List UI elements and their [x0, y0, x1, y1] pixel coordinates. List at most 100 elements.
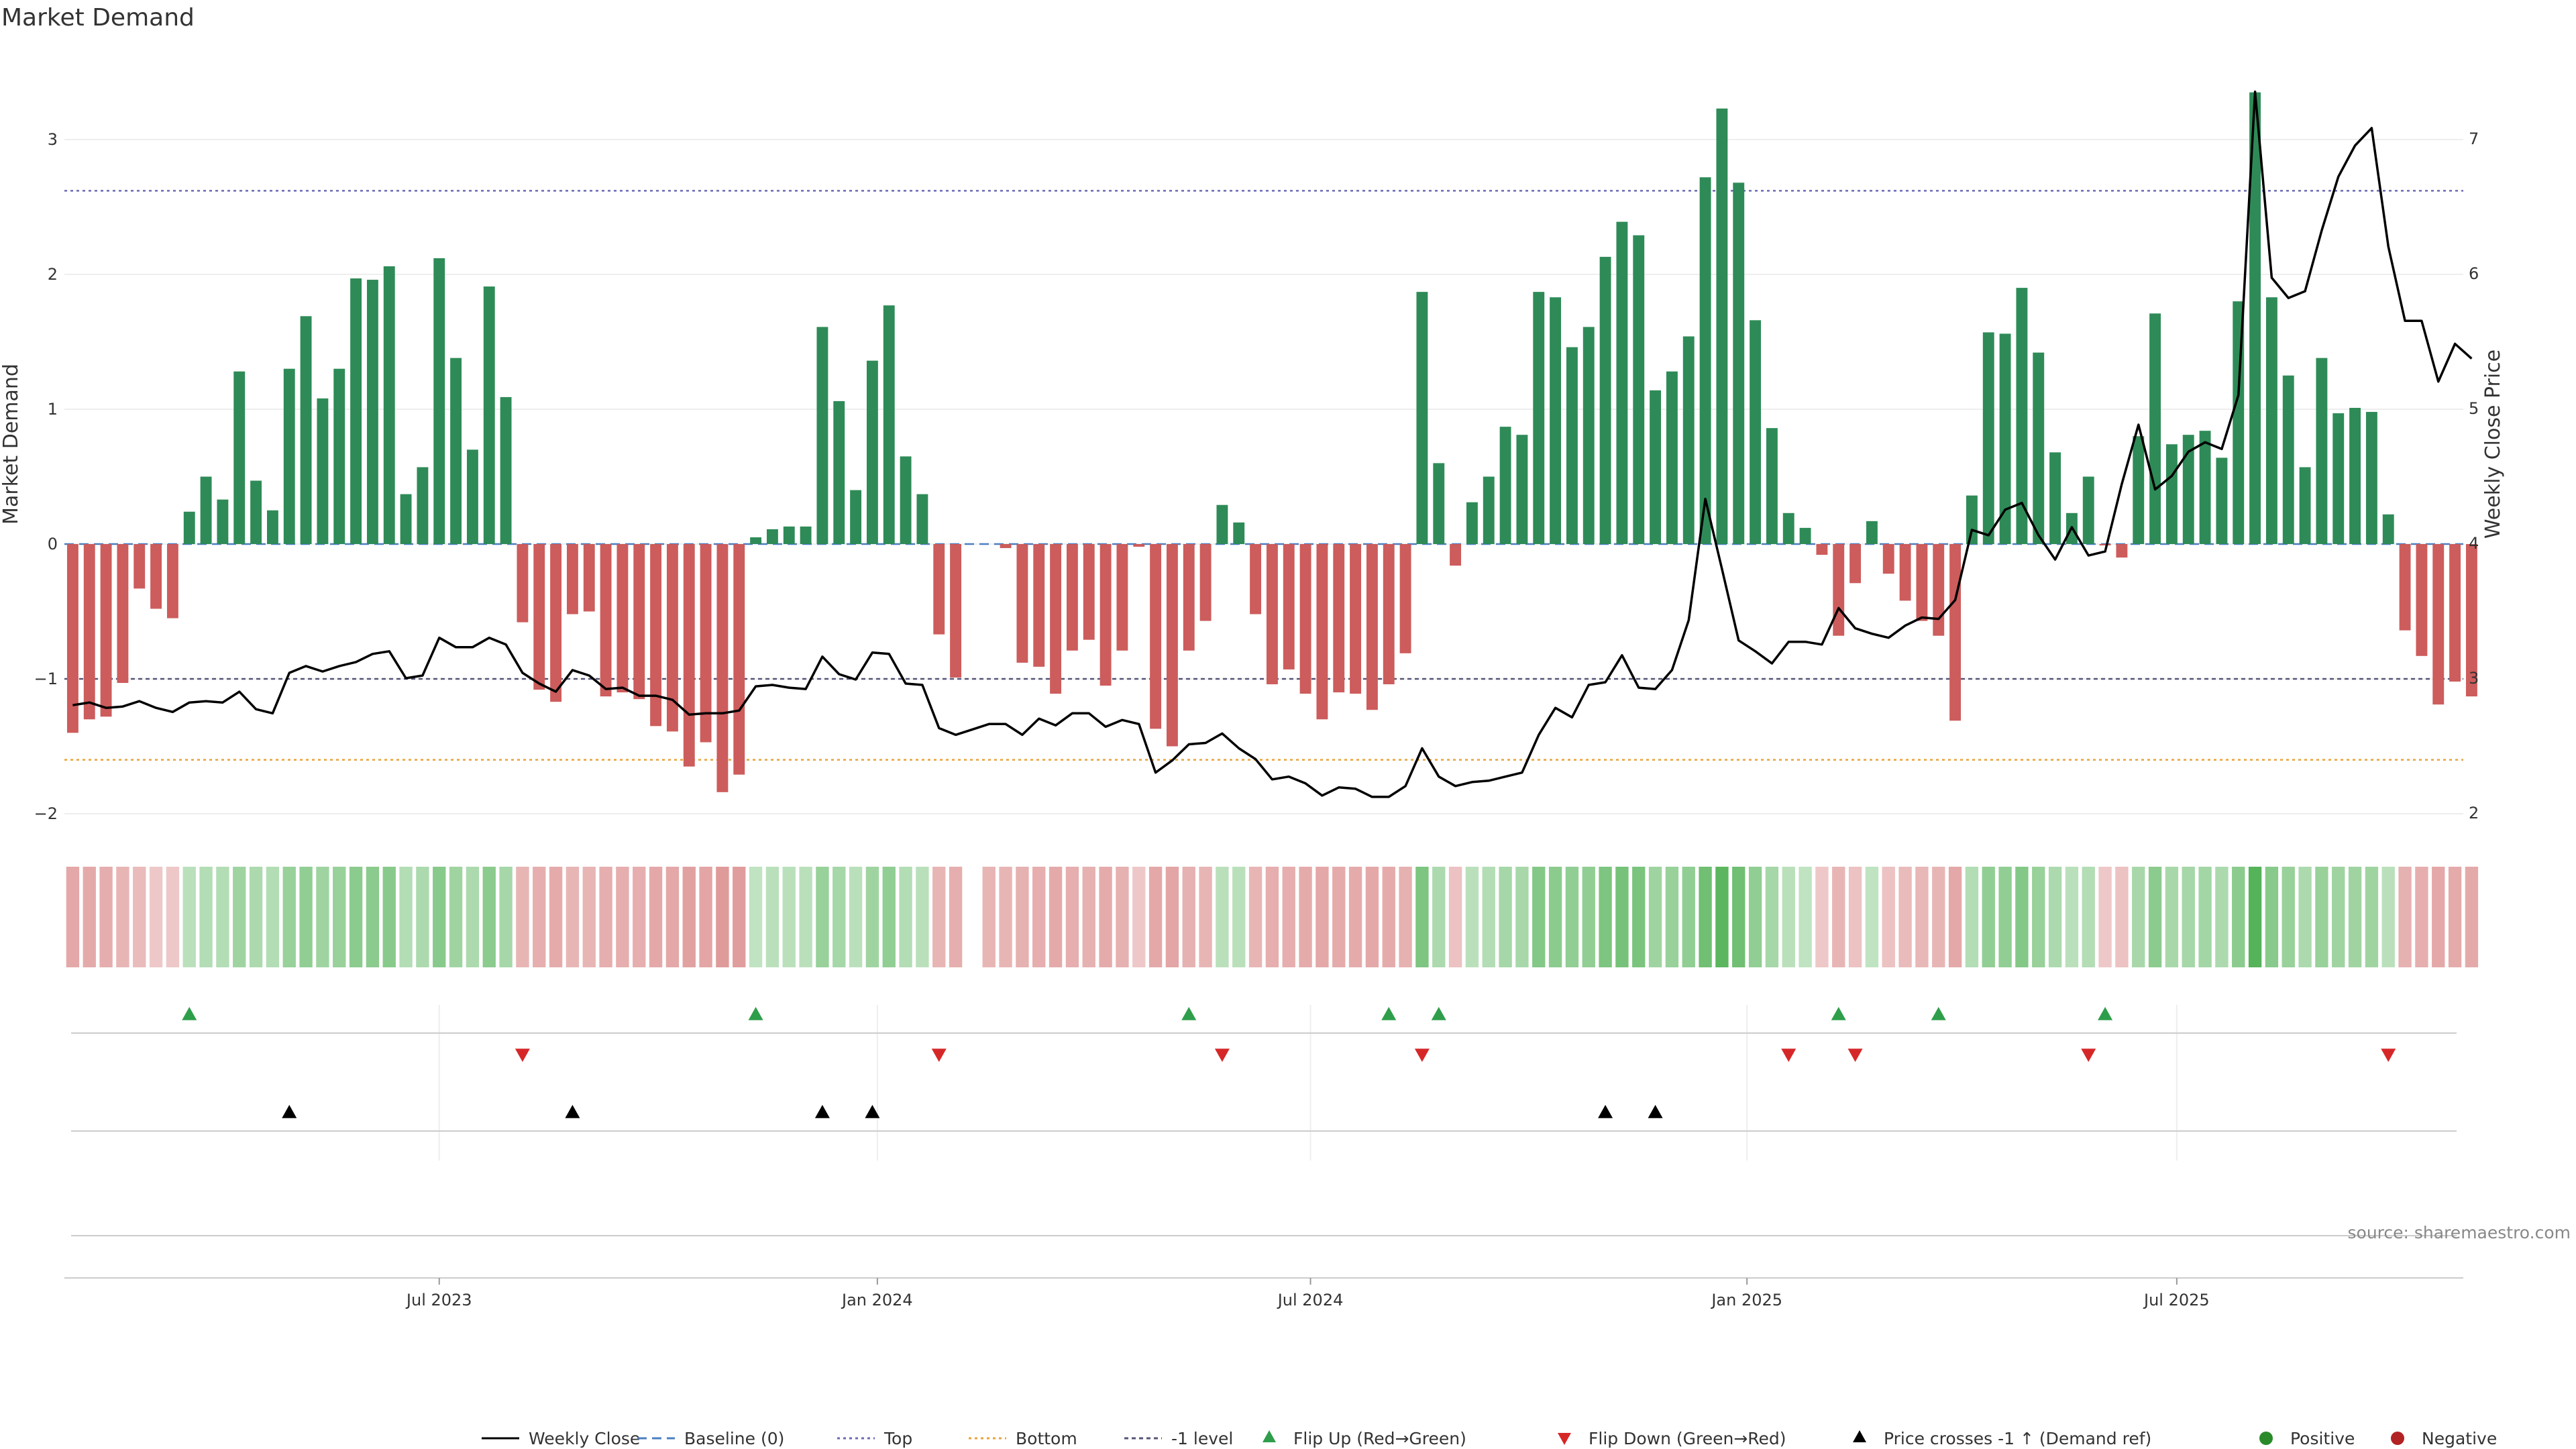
- heatmap-cell: [1116, 867, 1129, 967]
- demand-bar-negative: [1250, 544, 1262, 614]
- demand-bar-positive: [2249, 92, 2261, 544]
- legend-swatch-flip-up: [1263, 1430, 1276, 1442]
- demand-bar-positive: [1499, 427, 1511, 544]
- demand-bar-positive: [333, 368, 345, 544]
- heatmap-cell: [1399, 867, 1412, 967]
- legend-label: Baseline (0): [684, 1429, 784, 1448]
- heatmap-cell: [1432, 867, 1446, 967]
- demand-bar-negative: [66, 544, 78, 733]
- heatmap-cell: [1499, 867, 1512, 967]
- heatmap-cell: [549, 867, 563, 967]
- heatmap-cell: [2298, 867, 2312, 967]
- heatmap-cell: [2048, 867, 2062, 967]
- left-y-tick-label: 2: [48, 265, 58, 284]
- legend-swatch-negative: [2391, 1432, 2404, 1445]
- heatmap-cell: [133, 867, 146, 967]
- heatmap-cell: [1932, 867, 1945, 967]
- legend-swatch-flip-down: [1558, 1433, 1571, 1445]
- heatmap-cell: [2198, 867, 2212, 967]
- demand-bar-negative: [2116, 544, 2128, 558]
- heatmap-cell: [1099, 867, 1112, 967]
- demand-bar-positive: [1766, 428, 1778, 544]
- demand-bar-negative: [1199, 544, 1212, 621]
- heatmap-cell: [1565, 867, 1579, 967]
- demand-bar-negative: [716, 544, 729, 792]
- heatmap-cell: [1948, 867, 1962, 967]
- flip-up-marker: [1931, 1007, 1946, 1020]
- heatmap-cell: [1898, 867, 1912, 967]
- heatmap-cell: [1832, 867, 1845, 967]
- demand-bar-negative: [1899, 544, 1911, 601]
- heatmap-cell: [765, 867, 780, 967]
- heatmap-cell: [83, 867, 96, 967]
- heatmap-cell: [633, 867, 646, 967]
- demand-bar-positive: [1716, 108, 1728, 544]
- heatmap-cell: [2165, 867, 2179, 967]
- demand-bar-negative: [1833, 544, 1845, 636]
- heatmap-cell: [182, 867, 196, 967]
- demand-bar-positive: [866, 360, 878, 544]
- demand-bar-negative: [1849, 544, 1862, 584]
- demand-bar-negative: [933, 544, 945, 635]
- demand-bar-negative: [1266, 544, 1278, 685]
- demand-bar-positive: [500, 396, 512, 544]
- demand-bar-positive: [1666, 371, 1678, 544]
- heatmap-cell: [1316, 867, 1329, 967]
- demand-bar-negative: [1016, 544, 1028, 663]
- demand-bar-negative: [600, 544, 612, 697]
- heatmap-cell: [1615, 867, 1629, 967]
- heatmap-cell: [149, 867, 163, 967]
- price-cross-marker: [282, 1105, 297, 1118]
- heatmap-cell: [882, 867, 896, 967]
- heatmap-cell: [665, 867, 680, 967]
- demand-bar-positive: [217, 499, 229, 544]
- demand-bar-positive: [900, 456, 912, 544]
- heatmap-cell: [2182, 867, 2195, 967]
- heatmap-cell: [533, 867, 546, 967]
- heatmap-cell: [865, 867, 879, 967]
- demand-bar-positive: [1799, 527, 1811, 544]
- heatmap-cell: [582, 867, 596, 967]
- demand-bar-negative: [517, 544, 529, 623]
- demand-bar-positive: [916, 494, 928, 544]
- demand-bar-positive: [883, 305, 895, 544]
- demand-bar-positive: [1516, 435, 1528, 544]
- heatmap-cell: [1182, 867, 1195, 967]
- heatmap-cell: [1732, 867, 1746, 967]
- heatmap-cell: [1415, 867, 1429, 967]
- demand-bar-negative: [150, 544, 162, 609]
- weekly-close-line: [72, 90, 2473, 798]
- demand-bar-positive: [1216, 504, 1228, 544]
- demand-bar-positive: [2365, 412, 2377, 544]
- heatmap-cell: [1865, 867, 1879, 967]
- heatmap-cell: [66, 867, 80, 967]
- heatmap-cell: [1199, 867, 1212, 967]
- x-tick-label: Jul 2024: [1277, 1291, 1344, 1309]
- heatmap-cell: [782, 867, 796, 967]
- left-y-tick-label: 3: [48, 130, 58, 149]
- demand-bar-positive: [2382, 514, 2394, 544]
- heatmap-cell: [249, 867, 263, 967]
- demand-bar-positive: [833, 400, 845, 544]
- left-y-tick-label: −1: [34, 669, 58, 688]
- heatmap-cell: [2015, 867, 2029, 967]
- demand-bar-negative: [733, 544, 745, 775]
- heatmap-cell: [1998, 867, 2012, 967]
- demand-bar-positive: [783, 526, 795, 544]
- demand-bar-positive: [2349, 407, 2361, 544]
- heatmap-cell: [2282, 867, 2295, 967]
- heatmap-cell: [2332, 867, 2345, 967]
- legend-label: Flip Down (Green→Red): [1589, 1429, 1786, 1448]
- demand-bar-positive: [1566, 347, 1578, 544]
- heatmap-cell: [699, 867, 712, 967]
- heatmap-cell: [1032, 867, 1046, 967]
- heatmap-cell: [349, 867, 363, 967]
- right-y-tick-label: 2: [2469, 804, 2479, 822]
- left-y-tick-label: 1: [48, 400, 58, 419]
- right-y-tick-label: 5: [2469, 399, 2479, 418]
- demand-bar-positive: [350, 278, 362, 544]
- heatmap-cell: [1148, 867, 1163, 967]
- demand-bar-positive: [1782, 513, 1794, 544]
- demand-bar-positive: [450, 358, 462, 544]
